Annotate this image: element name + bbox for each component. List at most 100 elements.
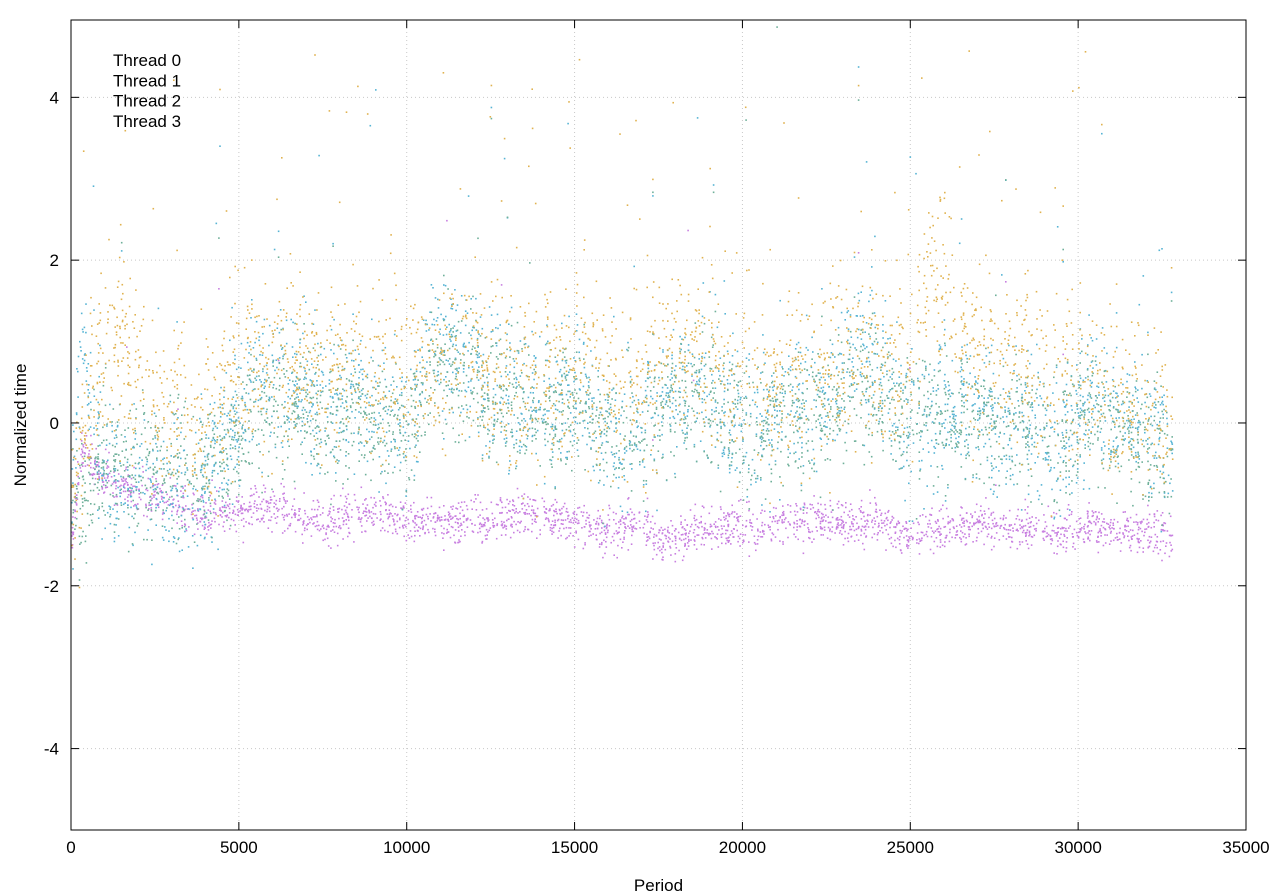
data-point: [78, 426, 81, 428]
data-point: [358, 364, 360, 366]
data-point: [143, 514, 145, 517]
data-point: [369, 404, 372, 407]
data-point: [409, 447, 411, 450]
data-point: [553, 509, 555, 512]
data-point: [340, 376, 342, 379]
data-point: [1051, 538, 1053, 540]
data-point: [824, 392, 827, 394]
data-point: [684, 529, 687, 531]
data-point: [402, 514, 405, 517]
data-point: [303, 492, 305, 494]
data-point: [847, 532, 850, 535]
data-point: [436, 518, 439, 520]
data-point: [1103, 400, 1106, 402]
data-point: [110, 476, 113, 478]
data-point: [1137, 426, 1140, 428]
data-point: [161, 484, 164, 486]
data-point: [847, 540, 850, 543]
data-point: [723, 421, 725, 424]
data-point: [891, 519, 893, 521]
data-point: [933, 540, 936, 543]
data-point: [501, 501, 503, 504]
data-point: [1148, 513, 1151, 516]
data-point: [989, 391, 991, 393]
data-point: [145, 505, 147, 507]
data-point: [937, 362, 940, 365]
data-point: [73, 455, 76, 458]
data-point: [820, 534, 822, 536]
data-point: [850, 528, 853, 531]
data-point: [887, 397, 890, 399]
data-point: [348, 352, 350, 355]
data-point: [321, 371, 324, 374]
data-point: [964, 440, 966, 443]
data-point: [576, 522, 579, 525]
data-point: [1101, 520, 1104, 523]
data-point: [162, 500, 164, 502]
data-point: [565, 393, 568, 396]
data-point: [700, 515, 702, 518]
data-point: [772, 389, 774, 392]
data-point: [97, 509, 99, 511]
data-point: [1153, 526, 1155, 528]
data-point: [443, 532, 445, 535]
data-point: [346, 506, 348, 509]
data-point: [1107, 394, 1110, 397]
data-point: [632, 526, 634, 529]
data-point: [361, 531, 363, 533]
data-point: [974, 511, 976, 513]
data-point: [1013, 428, 1015, 430]
data-point: [93, 433, 95, 436]
data-point: [1012, 530, 1014, 532]
data-point: [527, 528, 529, 531]
data-point: [557, 537, 559, 539]
data-point: [851, 508, 853, 511]
data-point: [871, 384, 874, 386]
data-point: [176, 513, 178, 516]
data-point: [574, 378, 577, 381]
data-point: [623, 518, 625, 520]
data-point: [619, 538, 622, 541]
data-point: [901, 530, 903, 532]
data-point: [74, 516, 76, 519]
data-point: [332, 509, 335, 511]
data-point: [401, 376, 403, 379]
data-point: [882, 531, 884, 534]
data-point: [393, 523, 396, 525]
data-point: [683, 442, 685, 444]
data-point: [607, 402, 609, 404]
data-point: [931, 530, 934, 532]
data-point: [1080, 529, 1082, 531]
data-point: [98, 465, 100, 468]
data-point: [280, 442, 283, 444]
data-point: [565, 510, 568, 513]
data-point: [1017, 429, 1019, 431]
data-point: [631, 401, 634, 404]
data-point: [628, 527, 631, 529]
data-point: [267, 502, 270, 505]
data-point: [982, 408, 984, 410]
data-point: [604, 525, 606, 528]
data-point: [710, 505, 713, 508]
data-point: [366, 373, 369, 376]
data-point: [937, 519, 939, 521]
data-point: [730, 530, 733, 532]
data-point: [1064, 530, 1066, 532]
data-point: [113, 471, 115, 473]
data-point: [976, 518, 978, 521]
data-point: [711, 530, 713, 533]
data-point: [129, 494, 132, 496]
data-point: [659, 549, 661, 552]
data-point: [348, 503, 350, 505]
data-point: [1162, 524, 1164, 527]
data-point: [225, 372, 228, 374]
data-point: [429, 513, 431, 515]
data-point: [1160, 514, 1162, 517]
data-point: [840, 311, 843, 314]
data-point: [310, 535, 313, 537]
data-point: [310, 450, 312, 453]
data-point: [1053, 530, 1055, 532]
data-point: [794, 536, 797, 538]
data-point: [953, 527, 955, 530]
data-point: [1085, 423, 1087, 426]
